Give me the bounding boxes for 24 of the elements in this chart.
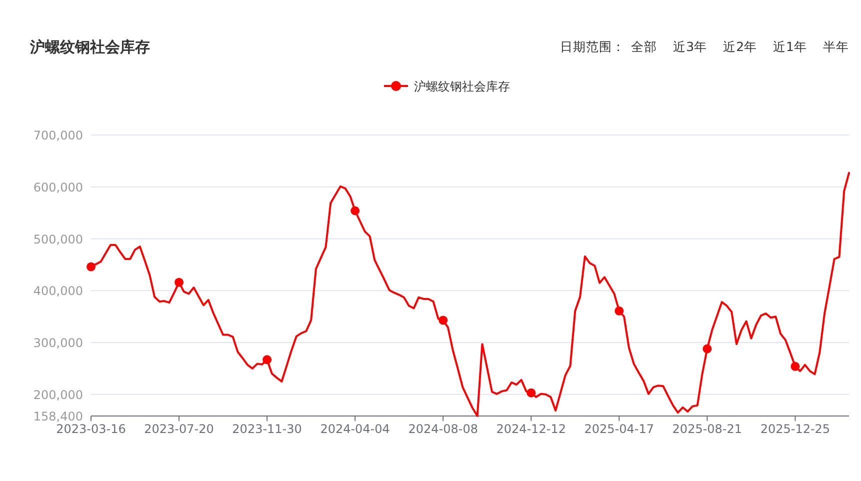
text: 近3年 bbox=[673, 39, 708, 54]
x-tick-label: 2023-07-20 bbox=[144, 422, 214, 436]
x-tick-label: 2024-08-08 bbox=[408, 422, 478, 436]
text: 日期范围： bbox=[560, 39, 626, 54]
y-tick-label: 158,400 bbox=[33, 410, 83, 424]
text: 近1年 bbox=[773, 39, 807, 54]
y-tick-label: 500,000 bbox=[33, 232, 83, 246]
legend-label: 沪螺纹钢社会库存 bbox=[414, 80, 510, 94]
x-tick-label: 2023-03-16 bbox=[56, 422, 126, 436]
chart-title: 沪螺纹钢社会库存 bbox=[29, 38, 150, 56]
y-tick-label: 300,000 bbox=[33, 336, 83, 350]
text: 全部 bbox=[631, 39, 658, 54]
x-tick-label: 2025-04-17 bbox=[584, 422, 654, 436]
x-tick-label: 2024-04-04 bbox=[320, 422, 390, 436]
y-tick-label: 700,000 bbox=[33, 128, 83, 142]
y-tick-label: 400,000 bbox=[33, 284, 83, 298]
x-tick-label: 2025-12-25 bbox=[760, 422, 830, 436]
y-tick-label: 600,000 bbox=[33, 180, 83, 194]
x-tick-label: 2023-11-30 bbox=[232, 422, 302, 436]
text: 半年 bbox=[823, 39, 849, 54]
x-tick-label: 2024-12-12 bbox=[496, 422, 566, 436]
x-tick-label: 2025-08-21 bbox=[672, 422, 742, 436]
y-tick-label: 200,000 bbox=[33, 388, 83, 402]
text: 近2年 bbox=[723, 39, 758, 54]
